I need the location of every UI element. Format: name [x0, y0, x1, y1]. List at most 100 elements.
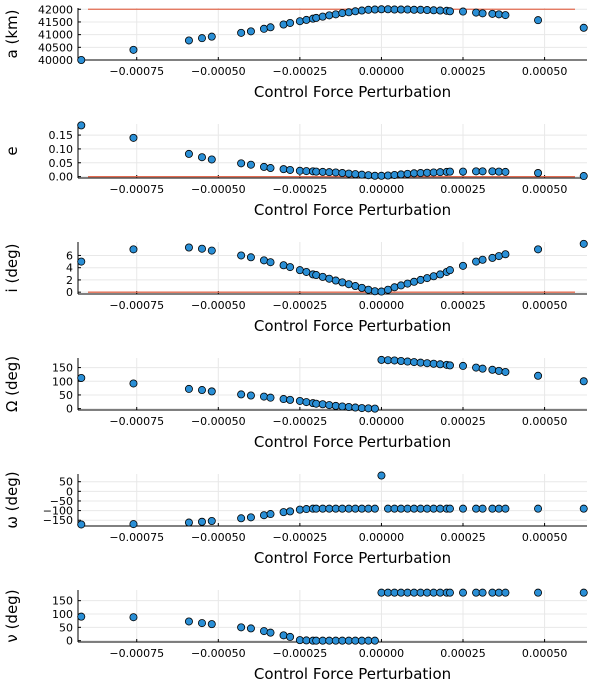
x-tick-label: 0.00000 [359, 299, 405, 312]
data-point [351, 7, 360, 16]
data-point [534, 504, 543, 513]
data-point [318, 12, 327, 21]
data-point [478, 9, 487, 18]
data-point [390, 170, 399, 179]
data-point [383, 588, 392, 597]
data-point [325, 11, 334, 20]
data-point [357, 636, 366, 645]
data-point [423, 6, 432, 15]
y-tick-label: 4 [66, 262, 73, 275]
data-point [501, 588, 510, 597]
data-point [246, 624, 255, 633]
data-point [286, 507, 295, 516]
data-point [295, 17, 304, 26]
data-point [318, 167, 327, 176]
data-point [77, 373, 86, 382]
data-point [279, 508, 288, 517]
data-point [357, 6, 366, 15]
data-point [207, 32, 216, 41]
x-tick-label: −0.00025 [273, 65, 328, 78]
data-point [579, 377, 588, 386]
data-point [338, 278, 347, 287]
data-point [445, 361, 454, 370]
x-axis-label: Control Force Perturbation [254, 549, 451, 567]
data-point [416, 504, 425, 513]
data-point [364, 171, 373, 180]
data-point [534, 245, 543, 254]
data-point [403, 504, 412, 513]
data-point [403, 279, 412, 288]
data-point [429, 504, 438, 513]
x-tick-label: −0.00075 [109, 647, 164, 660]
data-point [377, 588, 386, 597]
data-point [318, 400, 327, 409]
data-point [579, 239, 588, 248]
y-tick-label: 0 [66, 635, 73, 648]
data-point [478, 364, 487, 373]
data-point [370, 287, 379, 296]
data-point [494, 252, 503, 261]
data-point [478, 255, 487, 264]
data-point [423, 504, 432, 513]
data-point [129, 245, 138, 254]
data-point [286, 165, 295, 174]
data-point [478, 167, 487, 176]
data-point [344, 636, 353, 645]
x-axis-label: Control Force Perturbation [254, 201, 451, 219]
data-point [351, 636, 360, 645]
y-axis-label: ω (deg) [3, 471, 21, 528]
data-point [423, 588, 432, 597]
data-point [344, 8, 353, 17]
y-tick-label: 100 [52, 375, 73, 388]
x-tick-label: 0.00050 [522, 65, 568, 78]
data-point [331, 10, 340, 19]
y-axis-label: e [3, 146, 21, 155]
x-tick-label: 0.00050 [522, 183, 568, 196]
panel-6: −0.00075 −0.00050 −0.00025 0.00000 0.00025 0.… [3, 588, 588, 683]
data-point [478, 504, 487, 513]
y-tick-label: −100 [43, 505, 73, 518]
data-point [364, 504, 373, 513]
data-point [259, 256, 268, 265]
data-point [246, 160, 255, 169]
data-point [207, 246, 216, 255]
data-point [472, 588, 481, 597]
data-point [579, 588, 588, 597]
data-point [77, 257, 86, 266]
data-point [318, 636, 327, 645]
data-point [390, 588, 399, 597]
y-axis-label: a (km) [3, 10, 21, 59]
data-point [302, 15, 311, 24]
data-point [338, 9, 347, 18]
data-point [403, 169, 412, 178]
data-point [318, 272, 327, 281]
data-point [259, 627, 268, 636]
data-point [370, 504, 379, 513]
y-axis-label: Ω (deg) [3, 356, 21, 412]
data-point [370, 171, 379, 180]
data-point [312, 13, 321, 22]
data-point [77, 520, 86, 529]
data-point [445, 7, 454, 16]
data-point [286, 18, 295, 27]
x-tick-label: −0.00075 [109, 183, 164, 196]
data-point [390, 283, 399, 292]
y-tick-label: 2 [66, 274, 73, 287]
x-tick-label: −0.00075 [109, 531, 164, 544]
data-point [494, 167, 503, 176]
data-point [331, 276, 340, 285]
data-point [429, 168, 438, 177]
data-point [351, 403, 360, 412]
data-point [77, 612, 86, 621]
data-point [459, 361, 468, 370]
data-point [534, 169, 543, 178]
data-point [302, 636, 311, 645]
y-tick-label: 150 [52, 362, 73, 375]
data-point [472, 8, 481, 17]
data-point [364, 636, 373, 645]
data-point [207, 516, 216, 525]
x-tick-label: −0.00025 [273, 415, 328, 428]
data-point [445, 266, 454, 275]
data-point [397, 170, 406, 179]
data-point [184, 518, 193, 527]
